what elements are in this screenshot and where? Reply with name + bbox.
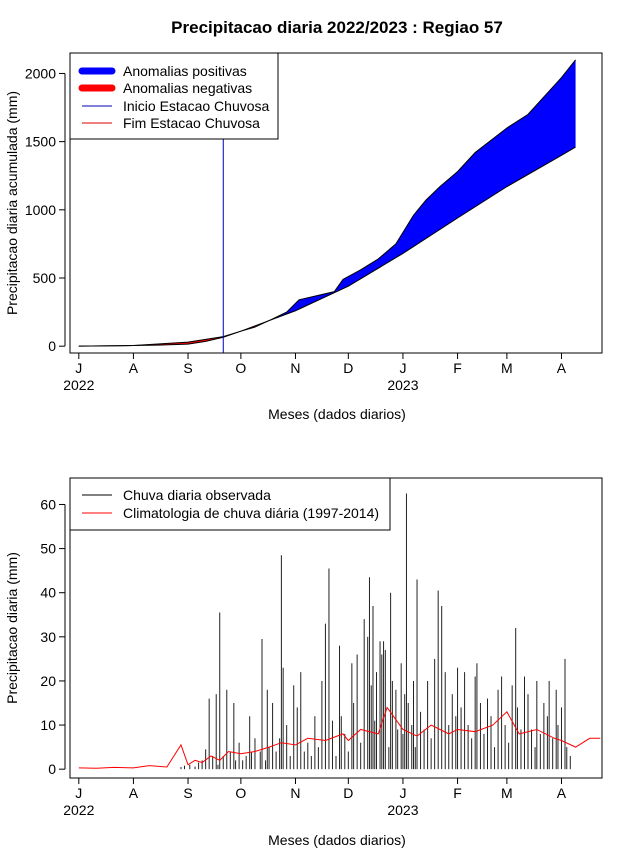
top-x-tick-label: O [235, 360, 246, 376]
bottom-x-tick-label: J [399, 785, 406, 801]
bottom-x-year-label: 2022 [63, 802, 94, 818]
observed-cumulative-line [78, 59, 576, 347]
top-y-axis-label: Precipitacao diaria acumulada (mm) [4, 91, 20, 315]
legend-label-negative: Anomalias negativas [123, 80, 252, 96]
top-x-tick-label: J [399, 360, 406, 376]
top-x-tick-label: M [501, 360, 513, 376]
bottom-y-tick-label: 20 [40, 673, 56, 689]
top-x-year-label: 2022 [63, 377, 94, 393]
top-x-tick-label: J [75, 360, 82, 376]
top-y-tick-label: 500 [33, 270, 57, 286]
bottom-x-axis-label: Meses (dados diarios) [268, 832, 406, 848]
top-x-axis: J A S O N D J F M A 2022 2023 [63, 352, 567, 393]
bottom-y-axis: 0 10 20 30 40 50 60 [40, 496, 66, 777]
bottom-x-tick-label: A [129, 785, 139, 801]
bottom-x-tick-label: J [75, 785, 82, 801]
legend-label-season-start: Inicio Estacao Chuvosa [123, 98, 270, 114]
top-y-tick-label: 0 [48, 338, 56, 354]
top-x-tick-label: A [129, 360, 139, 376]
bottom-y-tick-label: 10 [40, 717, 56, 733]
bottom-bars [180, 493, 571, 770]
bottom-x-tick-label: S [183, 785, 192, 801]
top-legend-box [69, 52, 279, 140]
bottom-y-tick-label: 30 [40, 629, 56, 645]
bottom-legend: Chuva diaria observada Climatologia de c… [69, 477, 391, 531]
legend-label-climatology: Climatologia de chuva diária (1997-2014) [123, 505, 379, 521]
bottom-x-year-label: 2023 [387, 802, 418, 818]
bottom-x-tick-label: M [501, 785, 513, 801]
climatology-daily-line [78, 706, 601, 769]
legend-label-positive: Anomalias positivas [123, 63, 247, 79]
bottom-x-tick-label: A [557, 785, 567, 801]
bottom-legend-box [69, 477, 391, 531]
climatology-cumulative-line [78, 146, 576, 347]
bottom-y-axis-label: Precipitacao diaria (mm) [4, 552, 20, 704]
top-x-tick-label: S [183, 360, 192, 376]
top-x-tick-label: F [453, 360, 462, 376]
top-legend: Anomalias positivas Anomalias negativas … [69, 52, 279, 140]
top-y-tick-label: 1500 [25, 134, 56, 150]
bottom-x-tick-label: O [235, 785, 246, 801]
bottom-panel: J A S O N D J F M A 2022 2023 0 10 20 30 40 50 60 Meses (… [4, 477, 603, 848]
legend-label-season-end: Fim Estacao Chuvosa [123, 115, 260, 131]
bottom-x-tick-label: N [290, 785, 300, 801]
top-x-tick-label: N [290, 360, 300, 376]
legend-label-observed: Chuva diaria observada [123, 487, 271, 503]
top-panel: J A S O N D J F M A 2022 2023 0 500 1000 1500 2000 Mese… [4, 52, 603, 422]
top-x-tick-label: D [343, 360, 353, 376]
top-x-axis-label: Meses (dados diarios) [268, 406, 406, 422]
figure-title: Precipitacao diaria 2022/2023 : Regiao 5… [171, 18, 503, 37]
top-y-tick-label: 2000 [25, 65, 56, 81]
bottom-y-tick-label: 50 [40, 541, 56, 557]
bottom-y-tick-label: 0 [48, 761, 56, 777]
bottom-y-tick-label: 60 [40, 496, 56, 512]
bottom-lines [78, 706, 601, 769]
positive-anomaly-area [78, 59, 576, 347]
bottom-x-axis: J A S O N D J F M A 2022 2023 [63, 777, 567, 818]
bottom-y-tick-label: 40 [40, 585, 56, 601]
top-areas [78, 59, 576, 347]
top-x-year-label: 2023 [387, 377, 418, 393]
bottom-x-tick-label: F [453, 785, 462, 801]
top-y-tick-label: 1000 [25, 202, 56, 218]
bottom-x-tick-label: D [343, 785, 353, 801]
top-x-tick-label: A [557, 360, 567, 376]
top-y-axis: 0 500 1000 1500 2000 [25, 65, 66, 354]
